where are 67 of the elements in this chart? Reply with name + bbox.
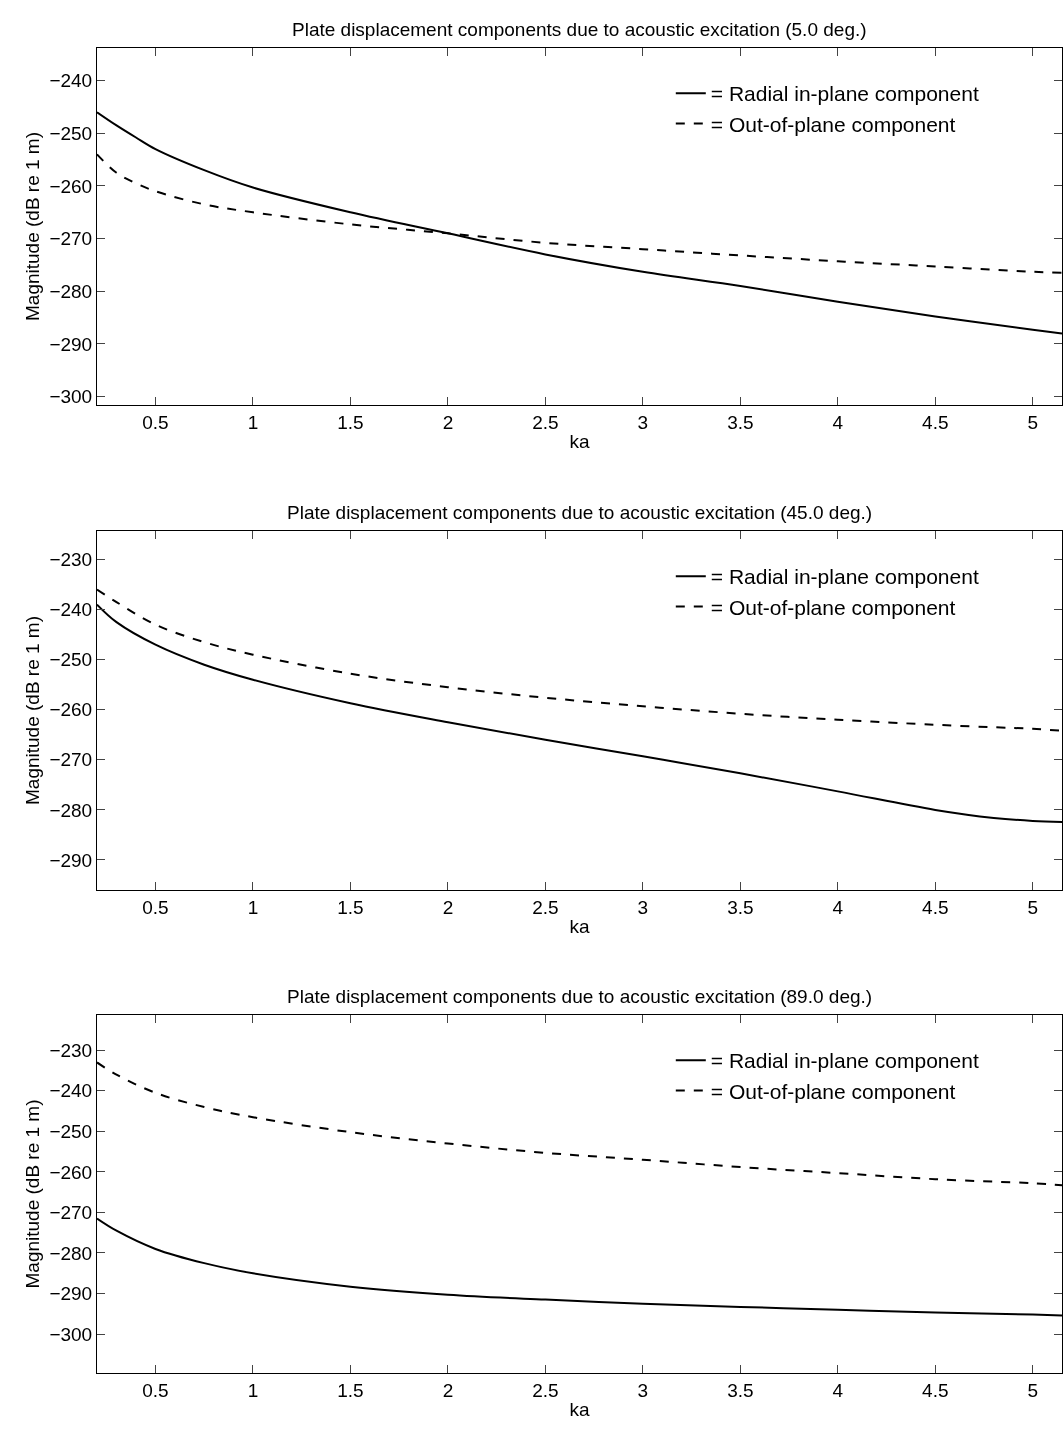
y-tick-label: −250 [49, 649, 93, 671]
x-tick-label: 1 [247, 896, 259, 918]
y-axis-title: Magnitude (dB re 1 m) [22, 1099, 44, 1289]
x-tick-label: 4 [832, 411, 844, 433]
x-tick-label: 3.5 [727, 896, 754, 918]
x-axis-title: ka [569, 430, 590, 452]
chart-title: Plate displacement components due to acoustic excitation (5.0 deg.) [292, 19, 867, 40]
y-tick-label: −260 [49, 175, 93, 197]
x-tick-label: 3.5 [727, 1379, 754, 1401]
y-tick-label: −270 [49, 1202, 93, 1224]
y-tick-label: −250 [49, 122, 93, 144]
x-tick-label: 1.5 [337, 896, 364, 918]
x-tick-label: 4 [832, 1379, 844, 1401]
x-tick-label: 4.5 [922, 896, 949, 918]
y-axis-title: Magnitude (dB re 1 m) [22, 615, 44, 806]
y-tick-label: −260 [49, 1161, 93, 1183]
x-tick-label: 2.5 [532, 1379, 559, 1401]
y-tick-label: −280 [49, 1242, 93, 1264]
x-tick-label: 2 [442, 1379, 454, 1401]
x-tick-label: 2 [442, 896, 454, 918]
x-tick-label: 3 [637, 896, 649, 918]
y-tick-label: −240 [49, 599, 93, 621]
x-tick-label: 3 [637, 411, 649, 433]
x-tick-label: 0.5 [142, 411, 169, 433]
x-tick-label: 4 [832, 896, 844, 918]
x-tick-label: 1.5 [337, 1379, 364, 1401]
x-tick-label: 5 [1027, 896, 1039, 918]
y-tick-label: −280 [49, 799, 93, 821]
y-tick-label: −270 [49, 228, 93, 250]
x-tick-label: 5 [1027, 1379, 1039, 1401]
y-tick-label: −300 [49, 386, 93, 408]
x-tick-label: 1.5 [337, 411, 364, 433]
y-tick-label: −240 [49, 1080, 93, 1102]
x-axis-title: ka [569, 915, 590, 937]
x-tick-label: 3.5 [727, 411, 754, 433]
x-tick-label: 1 [247, 411, 259, 433]
x-tick-label: 0.5 [142, 1379, 169, 1401]
y-tick-label: −230 [49, 549, 93, 571]
legend-label: = Radial in-plane component [710, 1049, 979, 1073]
legend-label: = Radial in-plane component [710, 82, 979, 106]
legend-label: = Out-of-plane component [710, 112, 956, 136]
x-tick-label: 5 [1027, 411, 1039, 433]
x-tick-label: 1 [247, 1379, 259, 1401]
legend-label: = Radial in-plane component [710, 565, 979, 589]
x-tick-label: 3 [637, 1379, 649, 1401]
x-tick-label: 4.5 [922, 411, 949, 433]
x-tick-label: 2.5 [532, 896, 559, 918]
y-tick-label: −290 [49, 333, 93, 355]
y-tick-label: −230 [49, 1039, 93, 1061]
x-tick-label: 2.5 [532, 411, 559, 433]
y-tick-label: −270 [49, 749, 93, 771]
y-tick-label: −240 [49, 70, 93, 92]
y-tick-label: −260 [49, 699, 93, 721]
y-tick-label: −280 [49, 280, 93, 302]
chart-title: Plate displacement components due to acoustic excitation (45.0 deg.) [287, 502, 873, 523]
y-tick-label: −250 [49, 1121, 93, 1143]
chart-title: Plate displacement components due to acoustic excitation (89.0 deg.) [287, 986, 873, 1007]
x-tick-label: 0.5 [142, 896, 169, 918]
y-axis-title: Magnitude (dB re 1 m) [22, 131, 44, 322]
x-tick-label: 2 [442, 411, 454, 433]
y-tick-label: −290 [49, 1283, 93, 1305]
legend-label: = Out-of-plane component [710, 1079, 956, 1103]
x-tick-label: 4.5 [922, 1379, 949, 1401]
legend-label: = Out-of-plane component [710, 595, 956, 619]
x-axis-title: ka [569, 1398, 590, 1420]
y-tick-label: −290 [49, 849, 93, 871]
y-tick-label: −300 [49, 1323, 93, 1345]
